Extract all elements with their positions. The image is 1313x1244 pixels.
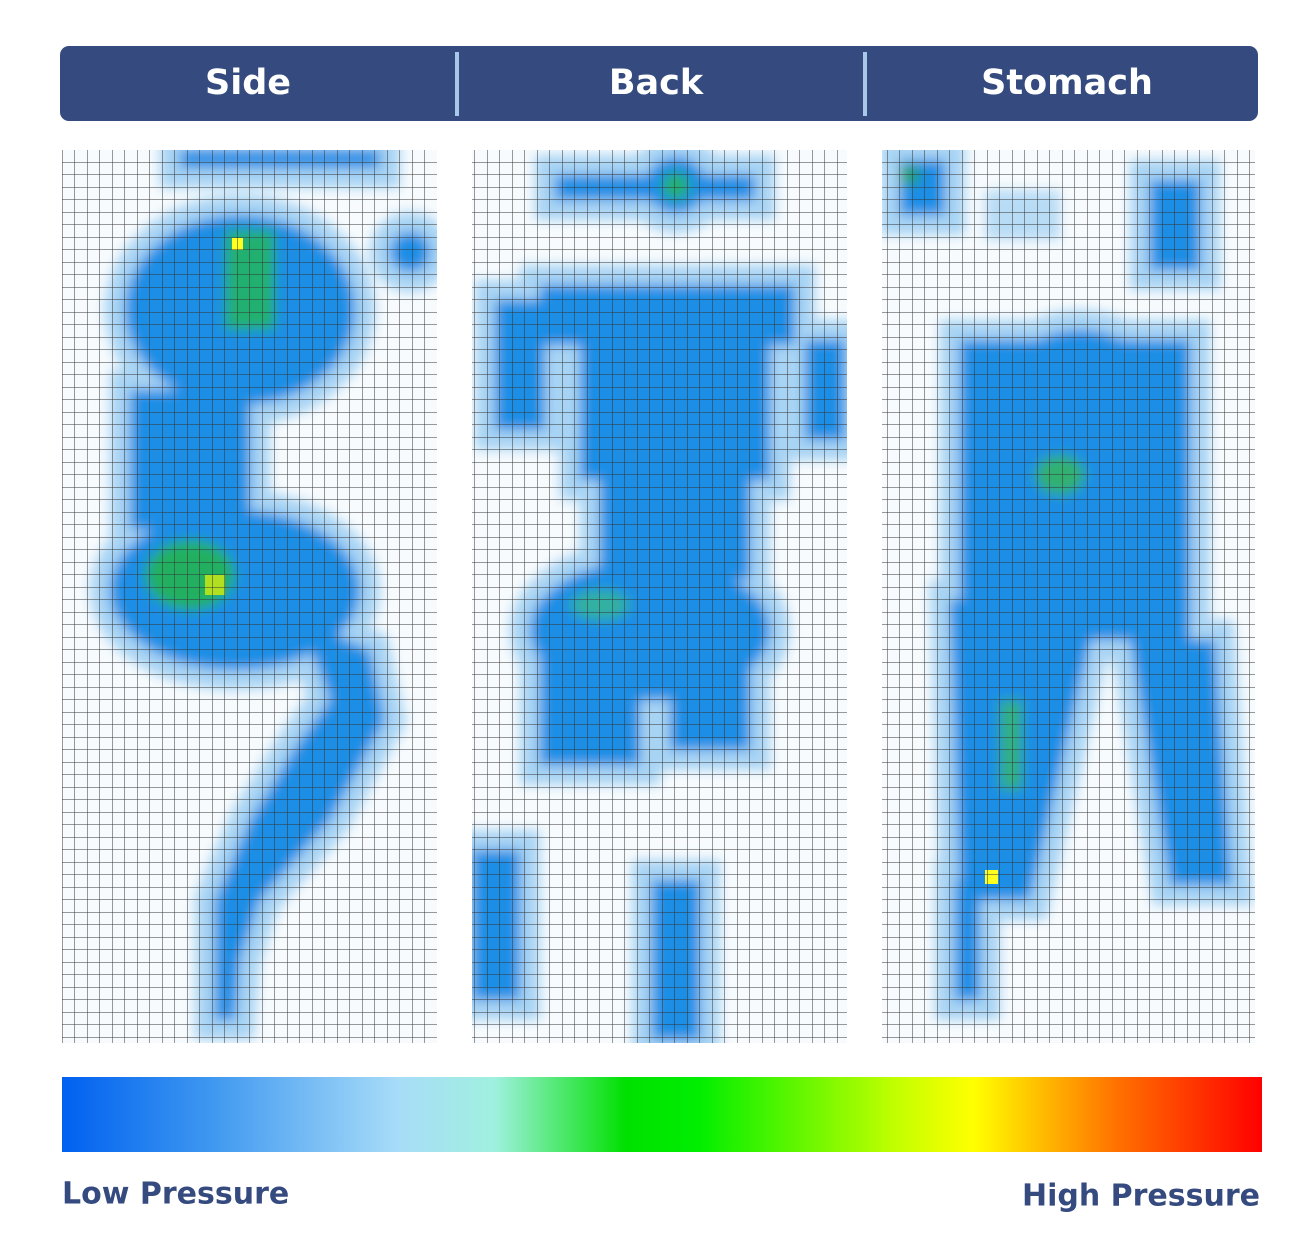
pressure-scale bbox=[62, 1077, 1262, 1152]
tab-label[interactable]: Stomach bbox=[981, 63, 1153, 103]
side-pressure-map bbox=[62, 150, 437, 1043]
back-pressure-map bbox=[472, 150, 847, 1043]
header-bar bbox=[60, 46, 1258, 121]
stomach-pressure-map bbox=[882, 150, 1255, 1043]
low-label: Low Pressure bbox=[62, 1177, 289, 1212]
high-label: High Pressure bbox=[1022, 1179, 1260, 1214]
tab-label[interactable]: Back bbox=[609, 63, 704, 103]
tab-label[interactable]: Side bbox=[205, 63, 291, 103]
